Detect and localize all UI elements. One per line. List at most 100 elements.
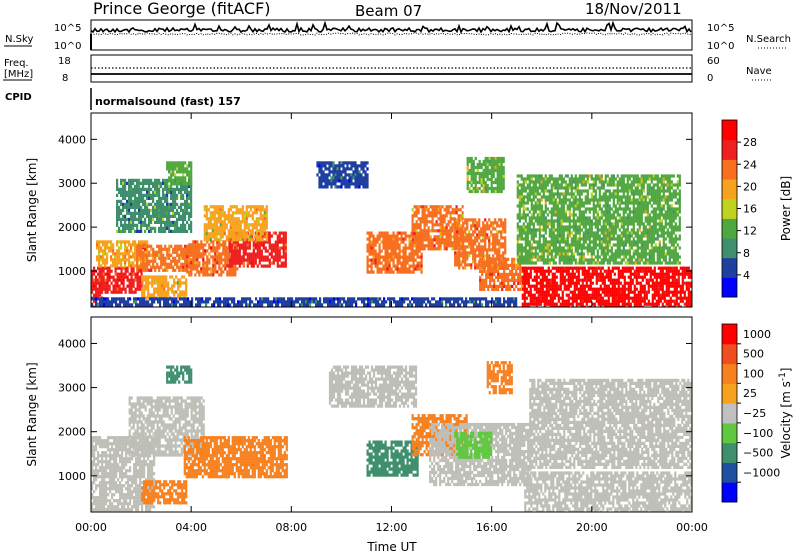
vel-region-9 (454, 431, 493, 459)
noise-right-tick-bottom: 10^0 (707, 41, 734, 52)
power-region-17 (516, 174, 681, 265)
vel-xtick-label-2: 08:00 (275, 521, 307, 534)
vel-colorbar-swatch-7 (722, 343, 737, 365)
vel-colorbar-swatch-4 (722, 403, 737, 424)
vel-xtick-label-0: 00:00 (75, 521, 107, 534)
vel-region-0 (91, 436, 156, 512)
station-title: Prince George (fitACF) (93, 0, 271, 18)
vel-cbar-tick-label-2: 100 (743, 367, 764, 380)
power-cbar-tick-label-0: 4 (743, 269, 750, 282)
velocity-colorbar: 1000 500 100 25 −25 −100 −500 −1000 (721, 323, 780, 503)
vel-cbar-tick-label-4: −25 (743, 407, 766, 420)
noise-left-tick-top: 10^5 (54, 23, 81, 34)
power-colorbar-swatch-2 (722, 238, 737, 259)
power-ytick-label-3: 4000 (58, 133, 86, 146)
vel-ytick-label-3: 4000 (58, 337, 86, 350)
vel-colorbar-swatch-5 (722, 383, 737, 404)
power-region-13 (454, 218, 507, 270)
vel-xtick-label-6: 00:00 (676, 521, 708, 534)
power-region-10 (316, 161, 369, 189)
power-colorbar-swatch-7 (722, 139, 737, 160)
vel-colorbar-frame (721, 323, 738, 503)
vel-xtick-label-3: 12:00 (376, 521, 408, 534)
frequency-right-tick-top: 60 (707, 56, 720, 67)
power-cbar-tick-label-5: 24 (743, 158, 757, 171)
vel-colorbar-swatch-0 (722, 482, 737, 503)
power-region-9 (166, 161, 193, 186)
beam-title: Beam 07 (355, 2, 422, 20)
power-colorbar-label: Power [dB] (779, 176, 793, 241)
vel-cbar-tick-label-5: −100 (743, 427, 773, 440)
vel-region-3 (183, 436, 288, 479)
power-colorbar-swatch-3 (722, 218, 737, 239)
noise-left-label: N.Sky (5, 34, 33, 45)
power-region-7 (203, 205, 268, 242)
power-ytick-label-1: 2000 (58, 221, 86, 234)
vel-ytick-label-2: 3000 (58, 382, 86, 395)
noise-right-tick-top: 10^5 (707, 23, 734, 34)
power-cbar-tick-label-6: 28 (743, 136, 757, 149)
vel-region-11 (524, 471, 692, 512)
vel-region-4 (166, 365, 193, 384)
power-colorbar-swatch-5 (722, 179, 737, 200)
power-region-5 (186, 240, 239, 277)
vel-region-10 (486, 361, 513, 395)
vel-colorbar-swatch-2 (722, 442, 737, 463)
vel-ytick-label-1: 2000 (58, 426, 86, 439)
cpid-label: CPID (5, 92, 32, 103)
noise-panel: N.Sky 10^5 10^0 10^5 10^0 N.Search (4, 19, 791, 52)
power-region-8 (116, 178, 193, 233)
power-data (91, 156, 692, 307)
power-colorbar-swatch-6 (722, 159, 737, 180)
vel-region-5 (328, 365, 418, 408)
velocity-x-axis: 00:00 04:00 08:00 12:00 16:00 20:00 00:00 (75, 317, 708, 534)
velocity-y-axis: 1000 2000 3000 4000 (58, 337, 692, 483)
power-region-4 (141, 275, 188, 300)
power-colorbar-swatch-8 (722, 120, 737, 141)
power-x-axis (90, 113, 693, 307)
vel-region-1 (128, 396, 205, 457)
vel-xtick-label-4: 16:00 (476, 521, 508, 534)
power-ytick-label-2: 3000 (58, 177, 86, 190)
noise-search-trace (91, 32, 692, 36)
power-region-16 (521, 266, 692, 307)
power-panel: 1000 2000 3000 4000 Slant Range [km] 4 8 12 16… (25, 112, 793, 308)
power-cbar-tick-label-3: 16 (743, 203, 757, 216)
vel-colorbar-swatch-6 (722, 363, 737, 384)
noise-right-label: N.Search (746, 34, 791, 45)
frequency-label-line2: [MHz] (4, 69, 33, 80)
power-colorbar-swatch-0 (722, 277, 737, 298)
date-title: 18/Nov/2011 (585, 0, 682, 18)
power-colorbar: 4 8 12 16 20 24 28 (721, 119, 757, 298)
velocity-colorbar-label: Velocity [m s-1] (778, 368, 793, 459)
vel-cbar-tick-label-3: 25 (743, 387, 757, 400)
frequency-label-line1: Freq. (4, 58, 29, 69)
power-cbar-tick-label-2: 12 (743, 225, 757, 238)
power-y-label: Slant Range [km] (25, 158, 39, 262)
vel-region-12 (529, 378, 692, 469)
frequency-right-tick-bottom: 0 (707, 73, 713, 84)
vel-colorbar-swatch-8 (722, 324, 737, 345)
vel-ytick-label-0: 1000 (58, 470, 86, 483)
nave-label: Nave (746, 66, 772, 77)
power-colorbar-swatch-4 (722, 198, 737, 219)
power-region-3 (136, 244, 193, 272)
velocity-y-label: Slant Range [km] (25, 362, 39, 466)
vel-colorbar-swatch-1 (722, 462, 737, 483)
vel-cbar-tick-label-7: −1000 (743, 466, 780, 479)
power-colorbar-swatch-1 (722, 257, 737, 278)
power-cbar-tick-label-1: 8 (743, 247, 750, 260)
vel-xtick-label-1: 04:00 (175, 521, 207, 534)
frequency-panel-frame (90, 54, 693, 83)
power-region-14 (479, 257, 526, 291)
velocity-data (91, 361, 692, 512)
vel-colorbar-swatch-3 (722, 422, 737, 444)
vel-region-2 (141, 480, 188, 505)
power-region-15 (466, 156, 505, 194)
vel-cbar-tick-label-6: −500 (743, 447, 773, 460)
power-cbar-tick-label-4: 20 (743, 180, 757, 193)
x-axis-label: Time UT (366, 540, 417, 554)
noise-panel-frame (90, 19, 693, 51)
power-region-11 (366, 231, 423, 274)
